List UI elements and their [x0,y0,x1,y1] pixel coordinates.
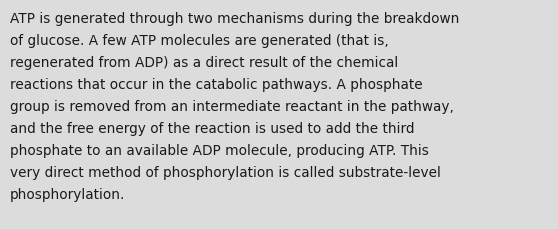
Text: regenerated from ADP) as a direct result of the chemical: regenerated from ADP) as a direct result… [10,56,398,70]
Text: very direct method of phosphorylation is called substrate-level: very direct method of phosphorylation is… [10,165,441,179]
Text: phosphorylation.: phosphorylation. [10,187,126,201]
Text: reactions that occur in the catabolic pathways. A phosphate: reactions that occur in the catabolic pa… [10,78,422,92]
Text: phosphate to an available ADP molecule, producing ATP. This: phosphate to an available ADP molecule, … [10,143,429,157]
Text: of glucose. A few ATP molecules are generated (that is,: of glucose. A few ATP molecules are gene… [10,34,389,48]
Text: and the free energy of the reaction is used to add the third: and the free energy of the reaction is u… [10,121,415,135]
Text: ATP is generated through two mechanisms during the breakdown: ATP is generated through two mechanisms … [10,12,459,26]
Text: group is removed from an intermediate reactant in the pathway,: group is removed from an intermediate re… [10,100,454,114]
